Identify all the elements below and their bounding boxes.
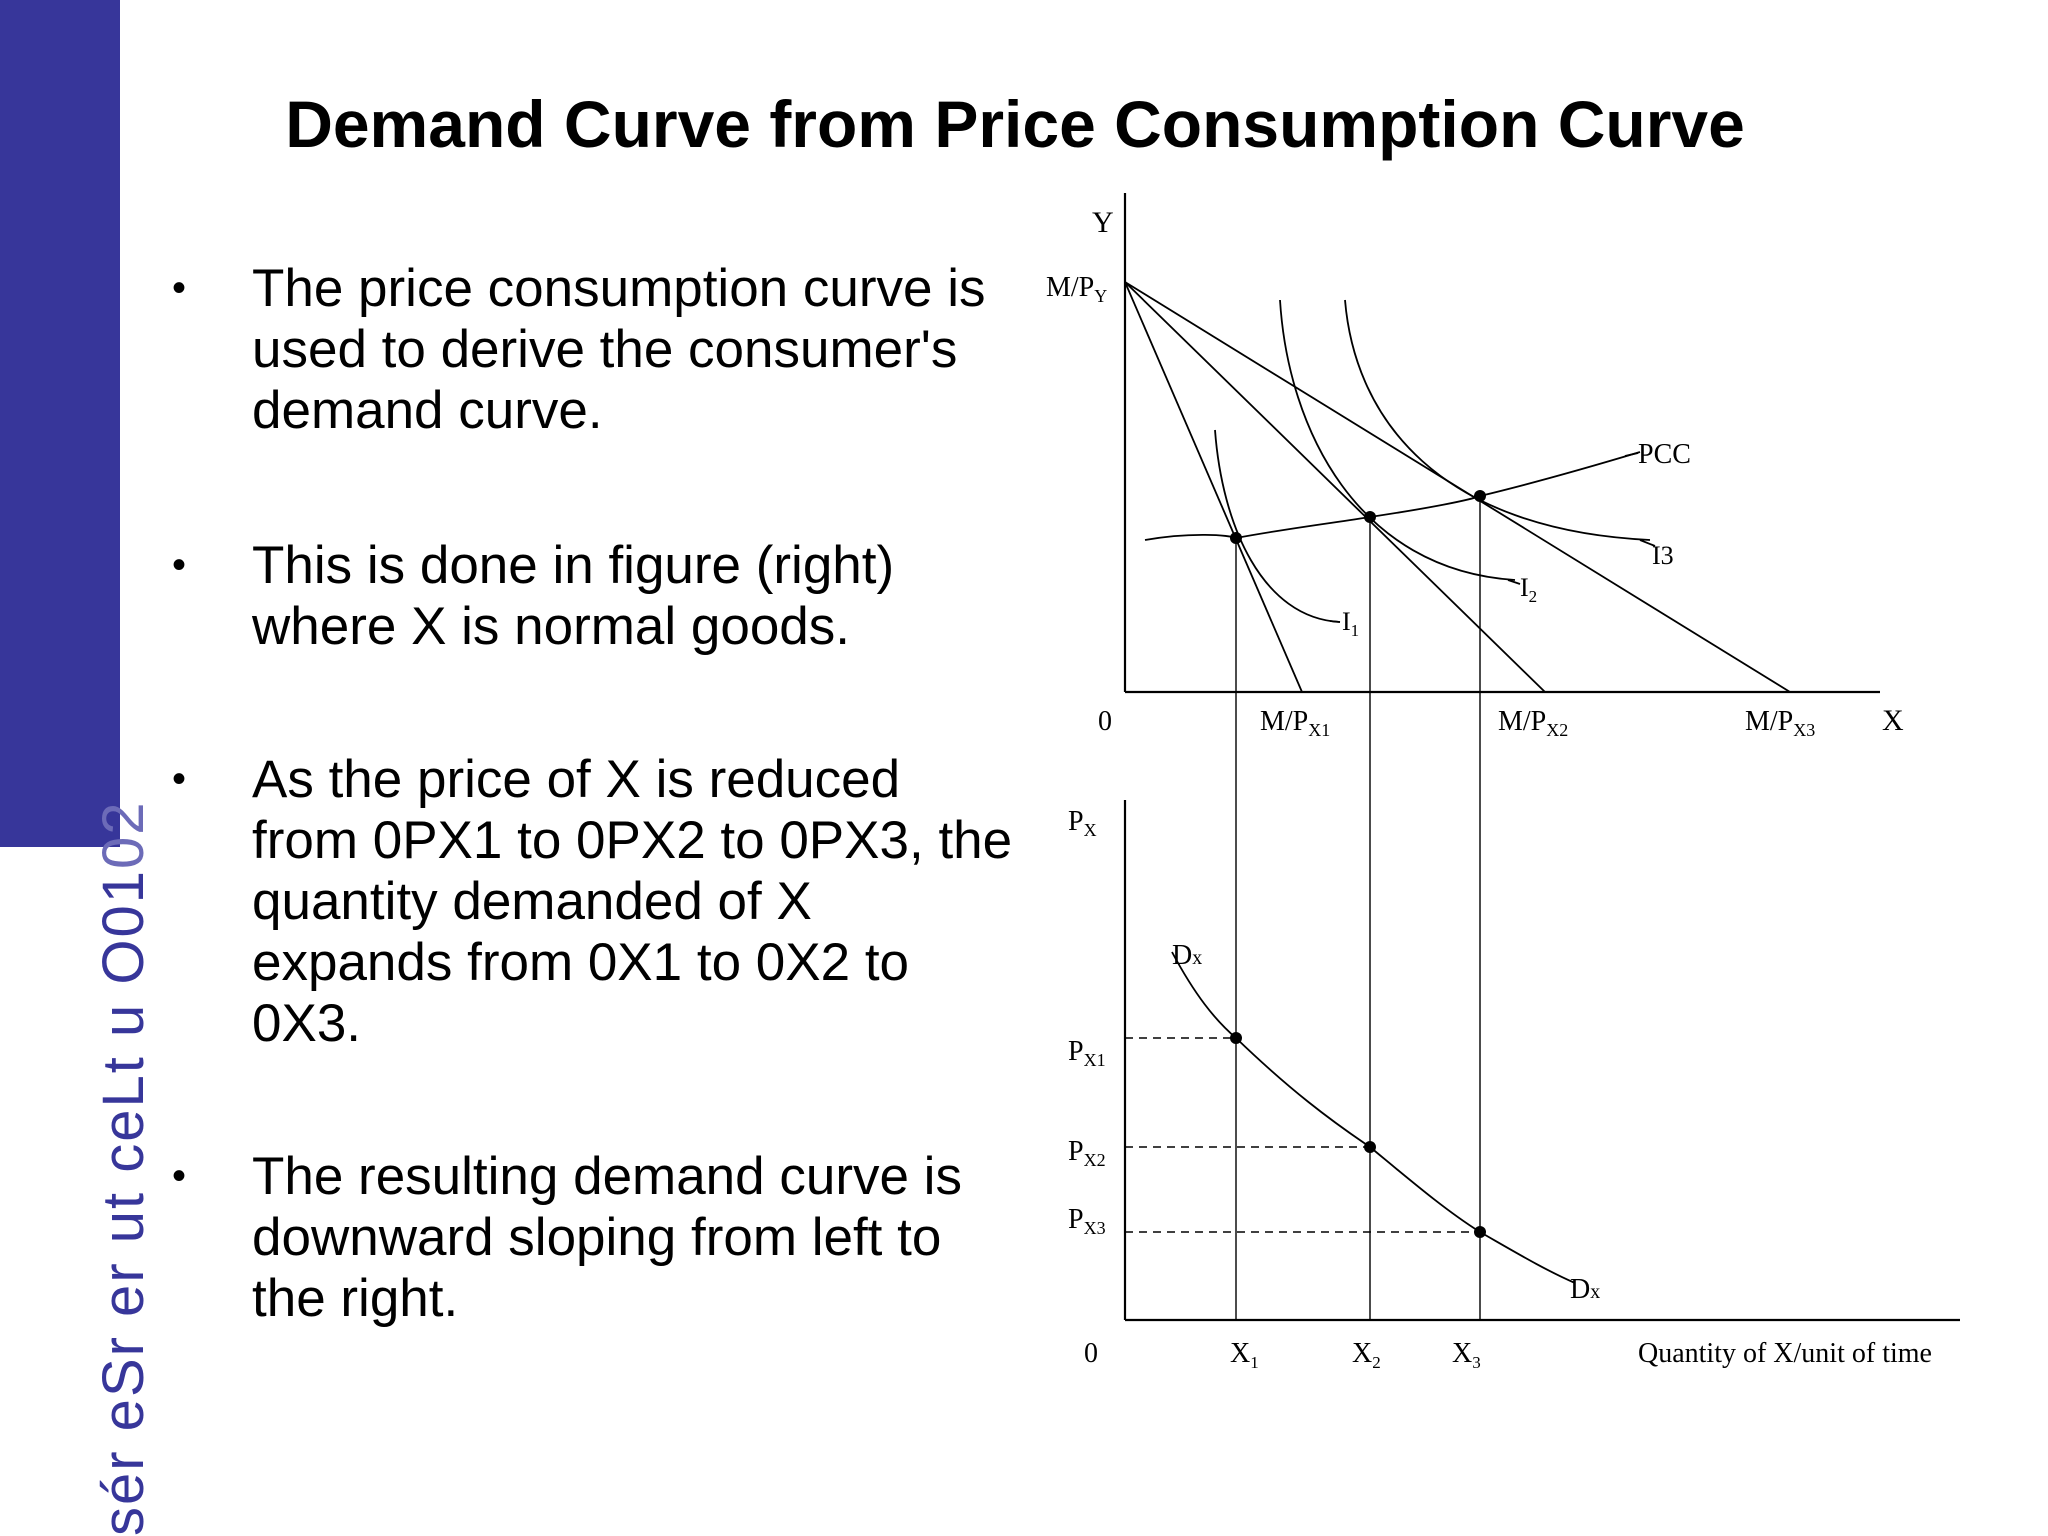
budget-line-1 xyxy=(1124,281,1303,693)
indifference-curve-2 xyxy=(1279,299,1516,581)
i1-leader xyxy=(1329,620,1341,623)
i1-label: I1 xyxy=(1342,607,1359,640)
intercept-y-label: M/PY xyxy=(1046,272,1107,306)
equilibrium-point-1 xyxy=(1230,532,1242,544)
side-bar xyxy=(0,0,120,847)
price-label-px2: PX2 xyxy=(1068,1136,1106,1170)
budget-line-2 xyxy=(1124,281,1546,693)
intercept-x3-label: M/PX3 xyxy=(1745,706,1815,740)
bottom-y-axis-label: PX xyxy=(1068,806,1097,840)
price-label-px1: PX1 xyxy=(1068,1036,1106,1070)
top-y-axis-label: Y xyxy=(1092,206,1114,239)
bullet-text: The price consumption curve is used to d… xyxy=(252,259,986,440)
bottom-origin-label: 0 xyxy=(1084,1338,1098,1369)
intercept-x2-label: M/PX2 xyxy=(1498,706,1568,740)
bullet-icon: • xyxy=(172,543,187,587)
i3-leader xyxy=(1639,539,1656,547)
slide-title: Demand Curve from Price Consumption Curv… xyxy=(285,87,1745,161)
bullet-text: As the price of X is reduced from 0PX1 t… xyxy=(252,750,1013,1053)
top-x-axis-label: X xyxy=(1882,704,1904,737)
bullet-icon: • xyxy=(172,757,187,801)
demand-label-bottom: Dx xyxy=(1570,1274,1600,1305)
price-label-px3: PX3 xyxy=(1068,1204,1106,1238)
indifference-curve-1 xyxy=(1214,429,1341,623)
bullet-item: • As the price of X is reduced from 0PX1 … xyxy=(160,749,1020,1054)
bottom-x-axis-label: Quantity of X/unit of time xyxy=(1638,1338,1932,1369)
demand-curve xyxy=(1171,951,1576,1284)
demand-point-3 xyxy=(1474,1226,1486,1238)
bullet-icon: • xyxy=(172,266,187,310)
demand-point-2 xyxy=(1364,1141,1376,1153)
i3-label: I3 xyxy=(1652,541,1674,570)
bullet-item: • The resulting demand curve is downward … xyxy=(160,1146,1020,1329)
bullet-list: • The price consumption curve is used to … xyxy=(160,258,1020,1329)
equilibrium-point-3 xyxy=(1474,490,1486,502)
bullet-item: • This is done in figure (right) where X … xyxy=(160,535,1020,657)
i2-leader xyxy=(1507,579,1521,585)
i2-label: I2 xyxy=(1520,573,1537,606)
demand-point-1 xyxy=(1230,1032,1242,1044)
quantity-label-x1: X1 xyxy=(1230,1338,1259,1372)
bullet-text: The resulting demand curve is downward s… xyxy=(252,1147,962,1328)
quantity-label-x3: X3 xyxy=(1452,1338,1481,1372)
demand-label-top: Dx xyxy=(1172,940,1202,971)
pcc-label: PCC xyxy=(1638,439,1691,470)
quantity-label-x2: X2 xyxy=(1352,1338,1381,1372)
bullet-text: This is done in figure (right) where X i… xyxy=(252,536,895,656)
bullet-item: • The price consumption curve is used to … xyxy=(160,258,1020,441)
top-origin-label: 0 xyxy=(1098,706,1112,737)
indifference-curve-3 xyxy=(1344,299,1651,541)
bullet-icon: • xyxy=(172,1154,187,1198)
intercept-x1-label: M/PX1 xyxy=(1260,706,1330,740)
equilibrium-point-2 xyxy=(1364,511,1376,523)
pcc-leader xyxy=(1624,452,1639,457)
